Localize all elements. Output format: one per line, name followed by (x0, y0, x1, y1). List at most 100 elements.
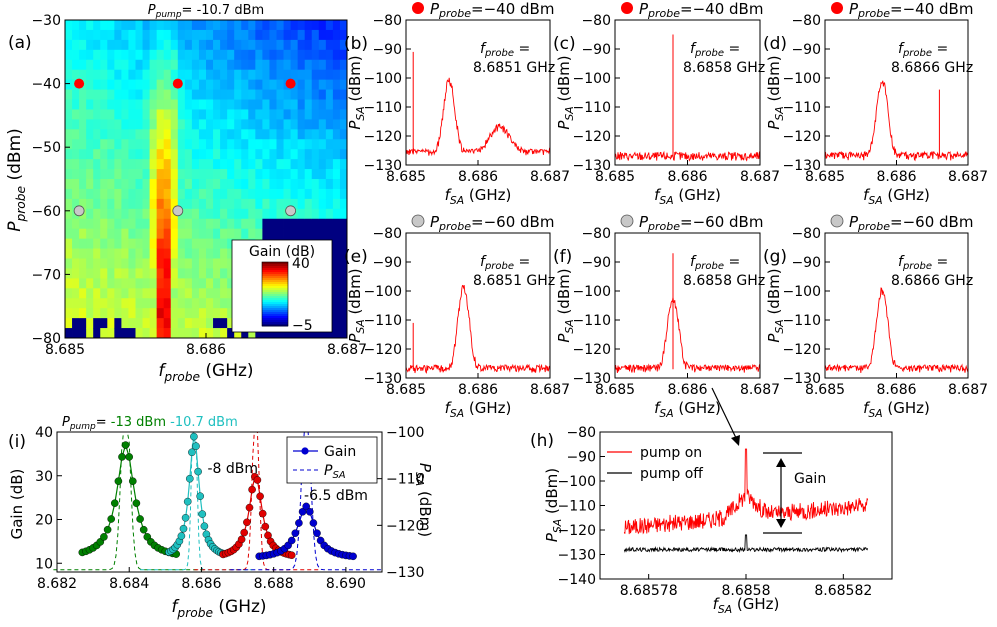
heatmap-cell (184, 89, 193, 100)
heatmap-cell (248, 228, 256, 240)
heatmap-cell (227, 49, 235, 61)
heatmap-cell (290, 69, 299, 81)
heatmap-cell (191, 169, 200, 180)
heatmap-cell (339, 228, 348, 240)
heatmap-cell (170, 149, 179, 160)
gray-marker (172, 205, 184, 217)
heatmap-cell (262, 119, 270, 130)
heatmap-cell (262, 328, 270, 339)
heatmap-cell (93, 59, 101, 71)
heatmap-cell (142, 288, 150, 299)
heatmap-cell (248, 119, 256, 130)
heatmap-cell (276, 99, 284, 110)
heatmap-cell (206, 109, 214, 120)
heatmap-cell (163, 109, 172, 120)
heatmap-cell (220, 258, 228, 269)
heatmap-cell (114, 29, 122, 41)
heatmap-cell (198, 129, 207, 140)
heatmap-cell (128, 238, 136, 249)
heatmap-cell (262, 39, 270, 51)
panel-h-xlabel: fSA (GHz) (713, 595, 780, 616)
heatmap-cell (149, 109, 158, 120)
heatmap-cell (290, 20, 299, 31)
heatmap-cell (241, 139, 249, 150)
heatmap-cell (121, 298, 129, 309)
x-tick-label: 8.685 (595, 169, 635, 185)
heatmap-cell (184, 268, 193, 279)
colorbar-segment (262, 278, 288, 281)
heatmap-cell (213, 218, 221, 230)
heatmap-cell (241, 29, 249, 41)
heatmap-cell (304, 29, 313, 41)
heatmap-cell (248, 109, 256, 120)
heatmap-cell (128, 198, 136, 210)
heatmap-cell (311, 59, 320, 71)
heatmap-cell (142, 248, 150, 259)
heatmap-cell (170, 99, 179, 110)
heatmap-cell (304, 99, 313, 110)
heatmap-cell (290, 139, 299, 150)
heatmap-cell (184, 208, 193, 220)
heatmap-cell (339, 149, 348, 160)
heatmap-cell (86, 99, 94, 110)
heatmap-cell (114, 149, 122, 160)
heatmap-cell (163, 268, 172, 279)
heatmap-cell (100, 198, 108, 210)
heatmap-cell (206, 278, 214, 289)
heatmap-cell (86, 59, 94, 71)
heatmap-cell (107, 49, 115, 61)
heatmap-cell (135, 159, 143, 170)
heatmap-cell (339, 49, 348, 61)
heatmap-cell (248, 159, 256, 170)
right-y-tick-label: −120 (386, 518, 424, 534)
heatmap-cell (297, 218, 306, 230)
colorbar-segment (262, 264, 288, 267)
heatmap-cell (304, 149, 313, 160)
heatmap-cell (114, 79, 122, 90)
heatmap-cell (72, 89, 80, 100)
heatmap-cell (332, 328, 341, 339)
panel-letter: (c) (553, 34, 576, 54)
heatmap-cell (65, 79, 73, 90)
gain-data-point (121, 441, 130, 449)
gain-data-point (111, 499, 119, 508)
heatmap-cell (163, 149, 172, 160)
heatmap-cell (227, 39, 235, 51)
heatmap-cell (72, 188, 80, 200)
heatmap-cell (107, 258, 115, 269)
y-tick-label: −130 (573, 158, 611, 174)
heatmap-cell (72, 69, 80, 81)
heatmap-cell (79, 238, 87, 249)
heatmap-cell (79, 298, 87, 309)
heatmap-cell (135, 169, 143, 180)
heatmap-cell (163, 198, 172, 210)
heatmap-cell (191, 49, 200, 61)
y-tick-label: −110 (783, 100, 821, 116)
heatmap-cell (72, 288, 80, 299)
heatmap-cell (276, 208, 284, 220)
heatmap-cell (184, 169, 193, 180)
heatmap-cell (72, 318, 80, 329)
heatmap-cell (234, 109, 242, 120)
heatmap-cell (149, 308, 158, 319)
heatmap-cell (86, 218, 94, 230)
heatmap-cell (163, 179, 172, 190)
heatmap-cell (128, 119, 136, 130)
heatmap-cell (248, 328, 256, 339)
right-y-tick-label: −130 (386, 565, 424, 581)
heatmap-cell (255, 228, 263, 240)
y-tick-label: −100 (573, 284, 611, 300)
heatmap-cell (206, 129, 214, 140)
heatmap-cell (325, 228, 334, 240)
heatmap-cell (332, 109, 341, 120)
panel-title: Pprobe=−60 dBm (430, 213, 554, 233)
heatmap-cell (121, 268, 129, 279)
heatmap-cell (255, 328, 263, 339)
heatmap-cell (227, 268, 235, 279)
heatmap-cell (206, 218, 214, 230)
heatmap-cell (107, 218, 115, 230)
heatmap-cell (135, 79, 143, 90)
gain-data-point (302, 502, 311, 511)
heatmap-cell (220, 298, 228, 309)
heatmap-cell (65, 149, 73, 160)
